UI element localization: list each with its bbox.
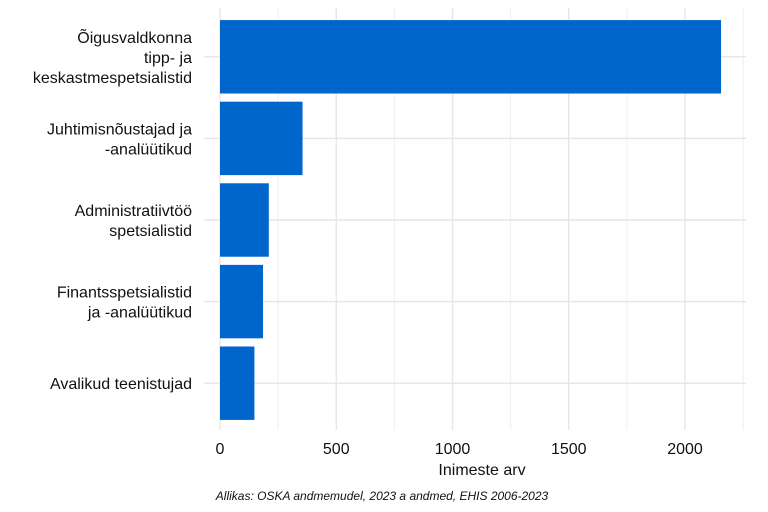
bar [220,101,303,176]
x-tick-label: 500 [323,441,350,458]
category-label-line: Juhtimisnõustajad ja [47,121,192,138]
x-tick-label: 0 [216,441,225,458]
bar [220,183,269,257]
bars [220,20,722,420]
bar [220,264,264,339]
category-label: Avalikud teenistujad [50,376,192,393]
category-label: Õigusvaldkonna tipp- ja keskastmespetsiali… [33,27,192,87]
category-labels: Õigusvaldkonna tipp- ja keskastmespetsiali… [33,27,192,393]
x-axis-title: Inimeste arv [438,462,525,479]
category-label-line: tipp- ja [144,50,192,67]
source-caption: Allikas: OSKA andmemudel, 2023 a andmed,… [215,489,549,503]
bar [220,20,722,94]
x-tick-label: 1500 [551,441,587,458]
x-tick-label: 1000 [435,441,471,458]
category-label-line: Administratiivtöö [75,203,192,220]
category-label-line: Finantsspetsialistid [57,285,192,302]
category-label: Finantsspetsialistid ja -analüütikud [57,285,192,322]
category-label-line: ja -analüütikud [87,305,192,322]
x-tick-label: 2000 [667,441,703,458]
category-label-line: Õigusvaldkonna [77,27,192,47]
category-label-line: keskastmespetsialistid [33,70,192,87]
category-label-line: spetsialistid [109,223,192,240]
category-label-line: -analüütikud [105,141,192,158]
category-label: Juhtimisnõustajad ja -analüütikud [47,121,192,158]
x-tick-labels: 0 500 1000 1500 2000 [216,441,703,458]
category-label-line: Avalikud teenistujad [50,376,192,393]
category-label: Administratiivtöö spetsialistid [75,203,192,240]
bar [220,346,255,420]
